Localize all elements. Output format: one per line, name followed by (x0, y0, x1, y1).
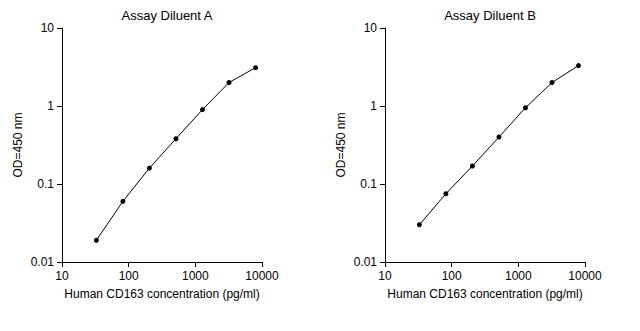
svg-text:10000: 10000 (568, 269, 602, 283)
svg-text:Human CD163 concentration (pg/: Human CD163 concentration (pg/ml) (64, 287, 259, 301)
svg-text:100: 100 (119, 269, 139, 283)
svg-text:10: 10 (378, 269, 392, 283)
svg-text:Human CD163 concentration (pg/: Human CD163 concentration (pg/ml) (387, 287, 582, 301)
svg-text:0.1: 0.1 (37, 177, 54, 191)
svg-text:OD=450 nm: OD=450 nm (11, 112, 25, 177)
svg-text:OD=450 nm: OD=450 nm (334, 112, 348, 177)
svg-text:0.1: 0.1 (360, 177, 377, 191)
svg-text:10: 10 (364, 21, 378, 35)
svg-text:Assay Diluent A: Assay Diluent A (121, 8, 212, 23)
svg-text:0.01: 0.01 (31, 255, 55, 269)
svg-text:1: 1 (47, 99, 54, 113)
svg-text:0.01: 0.01 (354, 255, 378, 269)
svg-text:1: 1 (370, 99, 377, 113)
svg-text:1000: 1000 (505, 269, 532, 283)
svg-text:10: 10 (41, 21, 55, 35)
svg-text:Assay Diluent B: Assay Diluent B (444, 8, 536, 23)
svg-text:10: 10 (55, 269, 69, 283)
svg-text:1000: 1000 (182, 269, 209, 283)
svg-text:10000: 10000 (245, 269, 279, 283)
svg-text:100: 100 (442, 269, 462, 283)
